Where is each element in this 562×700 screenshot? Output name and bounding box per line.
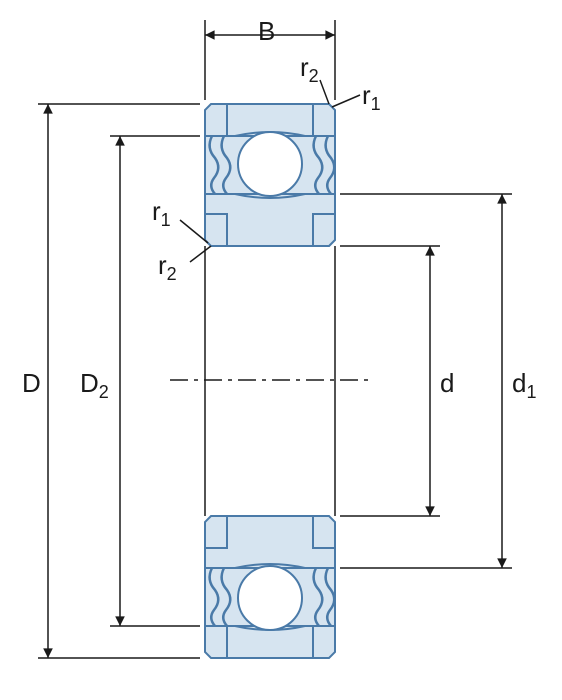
label-r1-left: r1 [152, 196, 171, 231]
label-d: d [440, 368, 454, 399]
label-d1: d1 [512, 368, 536, 403]
label-B: B [258, 16, 275, 47]
lower-bearing-section [205, 516, 335, 658]
label-r2-top: r2 [300, 52, 319, 87]
label-r2-left: r2 [158, 250, 177, 285]
label-D2: D2 [80, 368, 109, 403]
dimension-D [38, 104, 200, 658]
dimension-d1 [340, 194, 512, 568]
leader-r1-top [332, 95, 360, 107]
upper-ball [238, 132, 302, 196]
label-D: D [22, 368, 41, 399]
leader-r2-left [190, 246, 211, 262]
leader-r2-top [320, 80, 329, 104]
lower-ball [238, 566, 302, 630]
label-r1-top: r1 [362, 80, 381, 115]
leader-r1-left [180, 220, 208, 243]
dimension-d [340, 246, 440, 516]
bearing-diagram [0, 0, 562, 700]
upper-bearing-section [205, 104, 335, 246]
